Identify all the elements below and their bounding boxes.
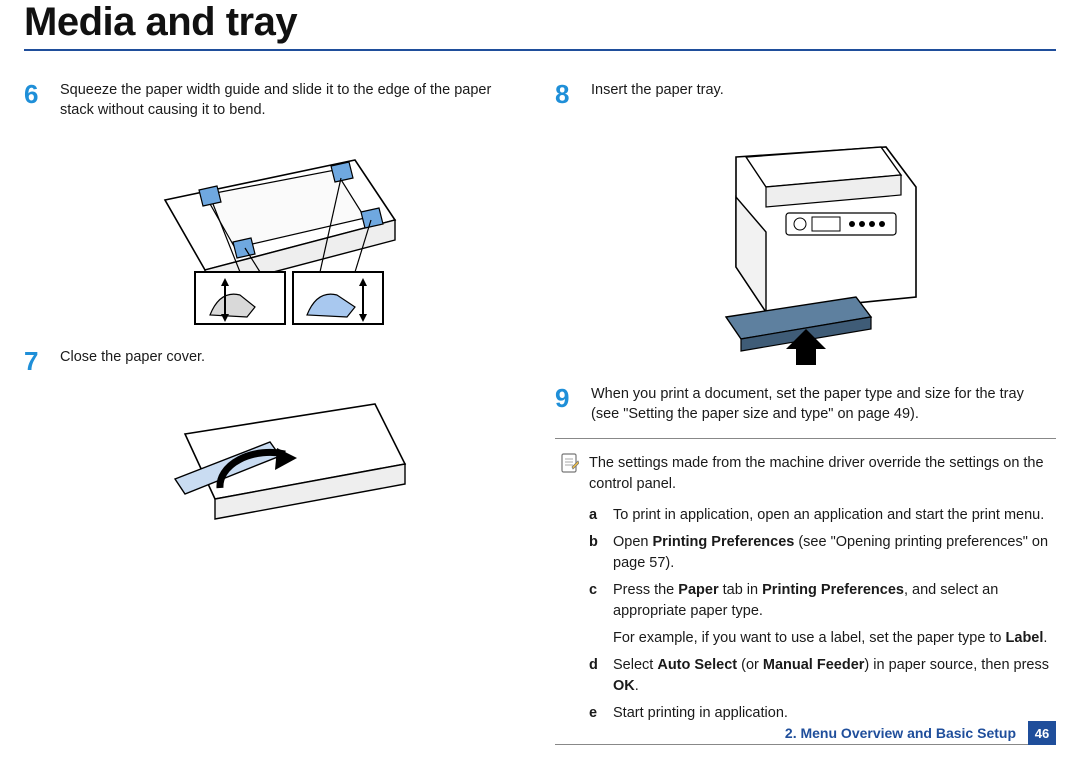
text-fragment: tab in [719,582,763,598]
step-number: 7 [24,348,46,374]
text-fragment: ) in paper source, then press [864,657,1049,673]
text-fragment: (or [737,657,763,673]
sub-steps: a To print in application, open an appli… [561,505,1050,724]
substep-letter: d [589,655,605,697]
title-rule: Media and tray [24,0,1056,51]
footer-page-number: 46 [1028,721,1056,745]
text-fragment: . [1043,630,1047,646]
step-text: Squeeze the paper width guide and slide … [60,81,525,120]
page-title: Media and tray [24,0,1056,45]
step-8: 8 Insert the paper tray. [555,81,1056,107]
substep-letter: b [589,532,605,574]
step-9: 9 When you print a document, set the pap… [555,385,1056,424]
substep-b: b Open Printing Preferences (see "Openin… [589,532,1050,574]
text-fragment: Select [613,657,657,673]
step-6: 6 Squeeze the paper width guide and slid… [24,81,525,120]
note-pencil-icon [561,453,579,475]
bold-term: Label [1006,630,1044,646]
substep-a: a To print in application, open an appli… [589,505,1050,526]
left-column: 6 Squeeze the paper width guide and slid… [24,81,525,745]
manual-page: Media and tray 6 Squeeze the paper width… [0,0,1080,763]
note-intro: The settings made from the machine drive… [589,453,1050,495]
tray-guides-icon [125,130,425,330]
note-header: The settings made from the machine drive… [561,453,1050,495]
substep-text: Open Printing Preferences (see "Opening … [613,532,1050,574]
step-number: 9 [555,385,577,424]
illustration-step7 [24,384,525,544]
substep-text: Select Auto Select (or Manual Feeder) in… [613,655,1050,697]
substep-d: d Select Auto Select (or Manual Feeder) … [589,655,1050,697]
step-text: Insert the paper tray. [591,81,1056,107]
note-box: The settings made from the machine drive… [555,438,1056,745]
text-fragment: Press the [613,582,678,598]
bold-term: OK [613,678,635,694]
text-fragment: . [635,678,639,694]
bold-term: Printing Preferences [653,534,795,550]
text-fragment: For example, if you want to use a label,… [613,630,1006,646]
substep-letter: e [589,703,605,724]
right-column: 8 Insert the paper tray. [555,81,1056,745]
two-column-layout: 6 Squeeze the paper width guide and slid… [24,81,1056,745]
substep-text: Press the Paper tab in Printing Preferen… [613,580,1050,622]
substep-text: To print in application, open an applica… [613,505,1050,526]
step-number: 6 [24,81,46,120]
step-text: When you print a document, set the paper… [591,385,1056,424]
step-7: 7 Close the paper cover. [24,348,525,374]
illustration-step6 [24,130,525,330]
footer-chapter: 2. Menu Overview and Basic Setup [785,725,1016,741]
text-fragment: Open [613,534,653,550]
page-footer: 2. Menu Overview and Basic Setup 46 [785,721,1056,745]
substep-c: c Press the Paper tab in Printing Prefer… [589,580,1050,622]
step-number: 8 [555,81,577,107]
substep-letter: c [589,580,605,622]
printer-insert-tray-icon [666,117,946,367]
illustration-step8 [555,117,1056,367]
bold-term: Manual Feeder [763,657,865,673]
paper-cover-close-icon [125,384,425,544]
step-text: Close the paper cover. [60,348,525,374]
bold-term: Printing Preferences [762,582,904,598]
substep-letter: a [589,505,605,526]
substep-c-example: For example, if you want to use a label,… [589,628,1050,649]
bold-term: Auto Select [657,657,737,673]
bold-term: Paper [678,582,718,598]
